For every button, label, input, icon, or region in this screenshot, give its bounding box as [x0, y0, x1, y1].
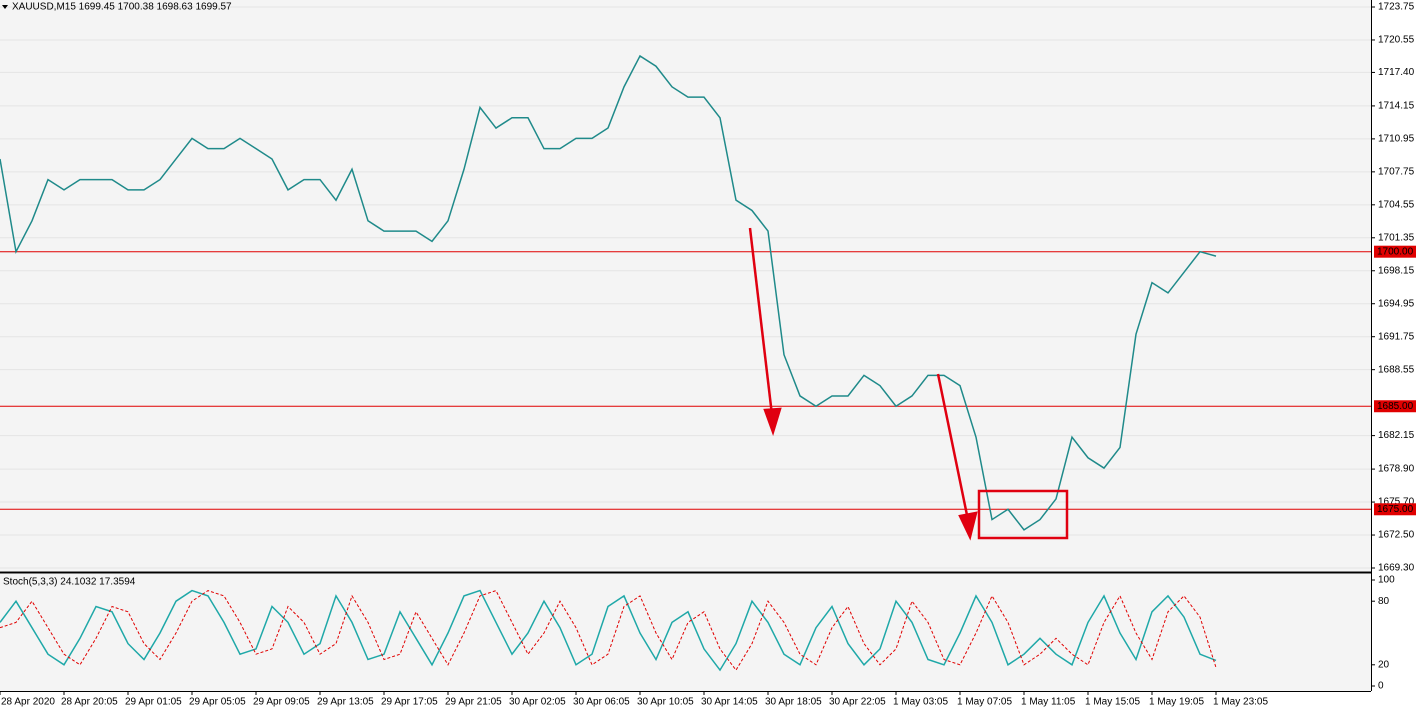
y-tick-label: 20: [1378, 659, 1390, 670]
y-tick-label: 1704.55: [1378, 199, 1415, 210]
y-tick-label: 1669.30: [1378, 563, 1415, 574]
x-tick-label: 29 Apr 05:05: [189, 697, 246, 708]
y-tick-label: 1698.15: [1378, 265, 1415, 276]
x-tick-label: 28 Apr 20:05: [61, 697, 118, 708]
x-tick-label: 29 Apr 01:05: [125, 697, 182, 708]
y-tick-label: 1701.35: [1378, 232, 1415, 243]
y-tick-label: 0: [1378, 681, 1384, 692]
y-tick-label: 1688.55: [1378, 364, 1415, 375]
x-tick-label: 29 Apr 09:05: [253, 697, 310, 708]
series-line: [0, 589, 1217, 671]
y-tick-label: 1717.40: [1378, 67, 1415, 78]
x-tick-label: 30 Apr 06:05: [573, 697, 630, 708]
menu-triangle: [2, 5, 8, 9]
x-tick-label: 30 Apr 10:05: [637, 697, 694, 708]
y-tick-label: 1682.15: [1378, 430, 1415, 441]
y-tick-label: 1714.15: [1378, 101, 1415, 112]
x-tick-label: 29 Apr 13:05: [317, 697, 374, 708]
y-tick-label: 1678.90: [1378, 464, 1415, 475]
x-tick-label: 1 May 15:05: [1085, 697, 1140, 708]
y-tick-label: 1694.95: [1378, 298, 1415, 309]
x-tick-label: 30 Apr 14:05: [701, 697, 758, 708]
x-tick-label: 28 Apr 2020: [1, 697, 55, 708]
x-tick-label: 1 May 23:05: [1213, 697, 1268, 708]
arrow-head: [763, 407, 782, 436]
x-tick-label: 30 Apr 18:05: [765, 697, 822, 708]
series-line: [0, 54, 1217, 531]
arrow-head: [958, 511, 978, 541]
y-tick-label: 1672.50: [1378, 530, 1415, 541]
x-tick-label: 1 May 11:05: [1021, 697, 1076, 708]
y-tick-label: 100: [1378, 575, 1395, 586]
x-tick-label: 30 Apr 22:05: [829, 697, 886, 708]
y-tick-label: 1691.75: [1378, 331, 1415, 342]
x-tick-label: 29 Apr 21:05: [445, 697, 502, 708]
stoch-plot-bg: [0, 574, 1371, 691]
highlight-box: [977, 489, 1069, 540]
level-label-bg: [1374, 245, 1416, 258]
y-tick-label: 80: [1378, 596, 1390, 607]
level-label-bg: [1374, 400, 1416, 413]
level-label: 1685.00: [1377, 401, 1414, 412]
x-tick-label: 1 May 19:05: [1149, 697, 1204, 708]
y-tick-label: 1720.55: [1378, 35, 1415, 46]
arrow: [936, 373, 970, 521]
y-tick-label: 1723.75: [1378, 2, 1415, 13]
level-label-bg: [1374, 503, 1416, 516]
level-label: 1675.00: [1377, 504, 1414, 515]
x-tick-label: 1 May 07:05: [957, 697, 1012, 708]
main-plot-bg: [0, 0, 1371, 571]
chart-title: XAUUSD,M15 1699.45 1700.38 1698.63 1699.…: [12, 2, 232, 13]
stoch-title: Stoch(5,3,3) 24.1032 17.3594: [3, 577, 136, 588]
x-tick-label: 30 Apr 02:05: [509, 697, 566, 708]
level-label: 1700.00: [1377, 246, 1414, 257]
annotations: [748, 227, 1069, 541]
y-tick-label: 1707.75: [1378, 166, 1415, 177]
y-tick-label: 1675.70: [1378, 497, 1415, 508]
arrow: [748, 227, 774, 416]
x-tick-label: 29 Apr 17:05: [381, 697, 438, 708]
x-tick-label: 1 May 03:05: [893, 697, 948, 708]
y-tick-label: 1710.95: [1378, 134, 1415, 145]
